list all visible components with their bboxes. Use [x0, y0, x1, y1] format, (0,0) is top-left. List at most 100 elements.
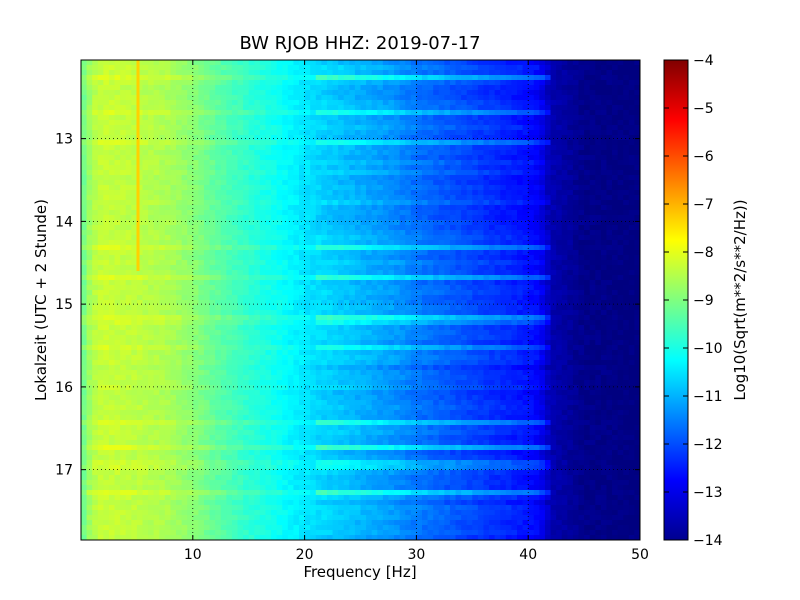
heatmap-cell [310, 190, 317, 196]
heatmap-cell [617, 210, 624, 216]
heatmap-cell [170, 115, 177, 121]
heatmap-cell [489, 240, 496, 246]
heatmap-cell [176, 145, 183, 151]
heatmap-cell [421, 165, 429, 171]
heatmap-cell [410, 130, 417, 136]
heatmap-cell [461, 205, 468, 211]
heatmap-cell [159, 230, 166, 236]
heatmap-cell [237, 210, 244, 216]
heatmap-cell [544, 245, 552, 251]
heatmap-cell [634, 150, 640, 156]
heatmap-cell [489, 105, 496, 111]
heatmap-cell [606, 155, 613, 161]
heatmap-cell [377, 90, 384, 96]
heatmap-cell [332, 80, 339, 86]
heatmap-cell [321, 165, 328, 171]
heatmap-cell [472, 75, 479, 81]
heatmap-cell [539, 185, 546, 191]
heatmap-cell [360, 210, 367, 216]
heatmap-cell [215, 110, 222, 116]
heatmap-cell [567, 285, 574, 291]
heatmap-cell [176, 120, 183, 126]
heatmap-cell [92, 100, 99, 106]
heatmap-cell [192, 250, 199, 256]
heatmap-cell [326, 130, 334, 136]
heatmap-cell [136, 65, 144, 71]
heatmap-cell [617, 240, 624, 246]
heatmap-cell [528, 255, 535, 261]
heatmap-cell [528, 105, 535, 111]
heatmap-cell [578, 285, 585, 291]
heatmap-cell [533, 190, 540, 196]
heatmap-cell [628, 235, 636, 241]
heatmap-cell [159, 275, 166, 281]
heatmap-cell [293, 265, 300, 271]
heatmap-cell [556, 265, 563, 271]
heatmap-cell [282, 260, 289, 266]
heatmap-cell [366, 205, 373, 211]
heatmap-cell [427, 150, 434, 156]
heatmap-cell [215, 235, 222, 241]
heatmap-cell [377, 155, 384, 161]
heatmap-cell [511, 195, 518, 201]
heatmap-cell [606, 215, 613, 221]
heatmap-cell [466, 240, 473, 246]
heatmap-cell [410, 70, 417, 76]
heatmap-cell [287, 270, 295, 276]
heatmap-cell [131, 285, 138, 291]
heatmap-cell [220, 190, 227, 196]
heatmap-cell [539, 150, 546, 156]
heatmap-cell [561, 100, 568, 106]
heatmap-cell [528, 230, 535, 236]
heatmap-cell [125, 225, 132, 231]
heatmap-cell [299, 170, 306, 176]
heatmap-cell [299, 145, 306, 151]
heatmap-cell [438, 210, 445, 216]
heatmap-cell [315, 135, 322, 141]
heatmap-cell [97, 235, 104, 241]
heatmap-cell [388, 170, 395, 176]
heatmap-cell [310, 275, 317, 281]
heatmap-cell [142, 160, 149, 166]
heatmap-cell [394, 305, 401, 311]
heatmap-cell [293, 85, 300, 91]
heatmap-cell [466, 260, 473, 266]
heatmap-cell [198, 260, 205, 266]
heatmap-cell [293, 200, 300, 206]
heatmap-cell [433, 75, 440, 81]
heatmap-cell [550, 150, 557, 156]
heatmap-cell [81, 275, 88, 281]
heatmap-cell [97, 75, 104, 81]
heatmap-cell [321, 245, 328, 251]
heatmap-cell [265, 230, 272, 236]
heatmap-cell [477, 270, 485, 276]
heatmap-cell [81, 285, 88, 291]
heatmap-cell [349, 120, 356, 126]
heatmap-cell [248, 245, 255, 251]
heatmap-cell [332, 95, 339, 101]
heatmap-cell [97, 115, 104, 121]
heatmap-cell [81, 290, 88, 296]
heatmap-cell [114, 80, 121, 86]
heatmap-cell [561, 190, 568, 196]
heatmap-cell [136, 75, 144, 81]
heatmap-cell [572, 200, 580, 206]
heatmap-cell [455, 210, 462, 216]
heatmap-cell [136, 60, 144, 66]
heatmap-cell [472, 90, 479, 96]
heatmap-cell [600, 285, 608, 291]
heatmap-cell [97, 185, 104, 191]
heatmap-cell [539, 180, 546, 186]
heatmap-cell [215, 95, 222, 101]
heatmap-cell [97, 180, 104, 186]
heatmap-cell [455, 160, 462, 166]
heatmap-cell [92, 155, 99, 161]
heatmap-cell [421, 95, 429, 101]
heatmap-cell [461, 80, 468, 86]
heatmap-cell [589, 190, 596, 196]
heatmap-cell [97, 155, 104, 161]
heatmap-cell [108, 105, 116, 111]
heatmap-cell [108, 270, 116, 276]
heatmap-cell [343, 210, 350, 216]
heatmap-cell [209, 210, 216, 216]
